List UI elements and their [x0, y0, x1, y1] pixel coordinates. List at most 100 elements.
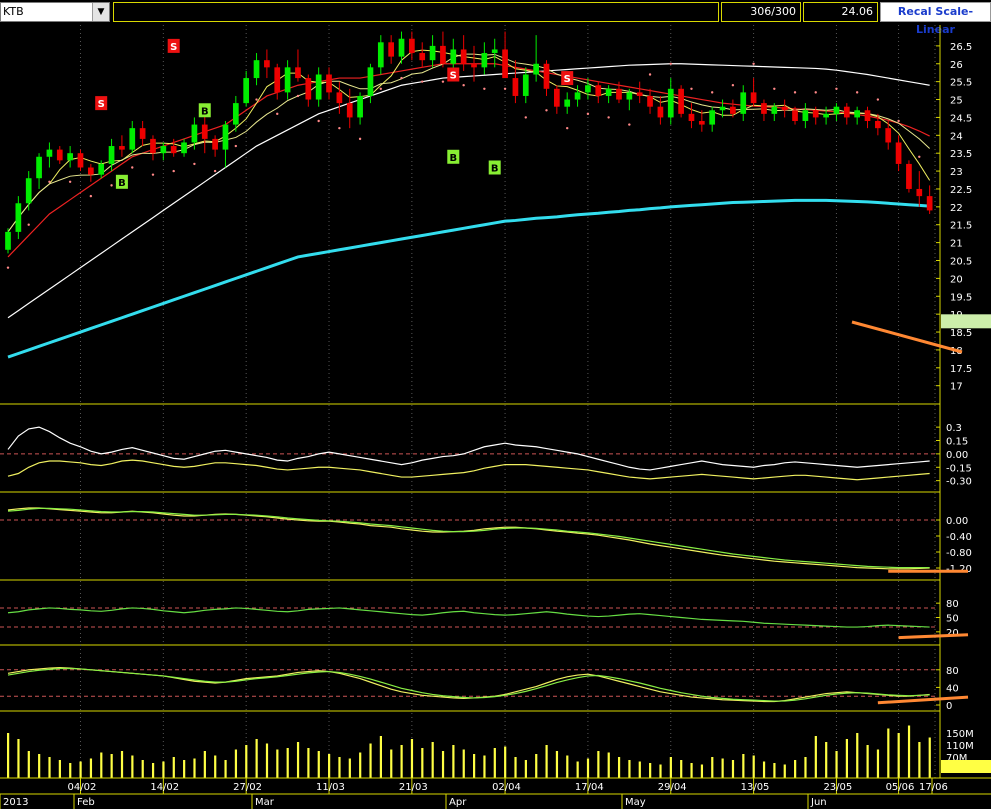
sar-dot: [255, 98, 258, 101]
volume-bar: [845, 739, 848, 778]
indicator-line: [7, 507, 930, 570]
candle-body: [730, 106, 736, 114]
sar-dot: [731, 84, 735, 87]
date-label: 29/04: [658, 782, 687, 793]
candle-body: [46, 149, 53, 157]
volume-bar: [814, 736, 817, 778]
candle-body: [243, 78, 250, 104]
candle-body: [377, 42, 384, 68]
candle-body: [274, 67, 281, 93]
candle-body: [315, 74, 322, 100]
candle-body: [419, 53, 426, 61]
sar-dot: [835, 87, 838, 91]
volume-bar: [897, 733, 900, 778]
candle-body: [481, 53, 488, 68]
indicator-tick-label: 0.15: [946, 437, 968, 448]
volume-bar: [514, 757, 517, 778]
volume-bar: [586, 758, 590, 778]
candle-body: [875, 121, 881, 129]
candle-body: [678, 88, 684, 114]
candle-body: [781, 106, 788, 111]
volume-bar: [680, 760, 683, 778]
candle-body: [647, 95, 653, 107]
date-label: 27/02: [233, 782, 262, 793]
sar-dot: [6, 266, 10, 269]
candle-body: [636, 92, 643, 96]
price-tick-label: 26.5: [950, 42, 972, 53]
volume-tick-label: 110M: [946, 741, 974, 752]
volume-bar: [835, 751, 838, 778]
volume-bar: [245, 745, 248, 778]
volume-bar: [794, 760, 797, 778]
month-label: Mar: [255, 797, 275, 808]
price-tick-label: 24.5: [950, 113, 972, 124]
buy-signal-marker: [115, 174, 128, 189]
price-tick-label: 20: [950, 274, 963, 285]
volume-bar: [48, 757, 51, 778]
candle-body: [232, 103, 239, 125]
candle-body: [388, 42, 395, 57]
candle-body: [201, 124, 208, 139]
candle-body: [667, 88, 674, 118]
candle-body: [398, 38, 405, 57]
candle-body: [87, 167, 94, 175]
volume-bar: [265, 743, 269, 778]
candle-body: [67, 153, 73, 161]
symbol-dropdown[interactable]: KTB ▼: [0, 2, 110, 22]
candle-body: [491, 49, 498, 54]
volume-bar: [203, 751, 206, 778]
volume-bar: [338, 757, 341, 778]
volume-bar: [462, 749, 465, 778]
volume-bar: [255, 739, 258, 778]
volume-bar: [773, 763, 776, 778]
candle-body: [906, 163, 912, 189]
month-label: 2013: [3, 797, 28, 808]
volume-bar: [721, 758, 724, 778]
signal-label: S: [170, 42, 177, 53]
sar-dot: [27, 223, 30, 226]
candle-body: [409, 38, 415, 54]
sar-dot: [358, 137, 362, 141]
divergence-trendline: [877, 695, 969, 705]
sar-dot: [814, 91, 817, 94]
volume-bar: [700, 764, 704, 778]
date-label: 21/03: [399, 782, 428, 793]
volume-bar: [762, 761, 766, 778]
sar-dot: [338, 126, 341, 130]
sar-dot: [566, 126, 569, 130]
indicator-tick-label: 80: [946, 666, 959, 677]
volume-bar: [566, 755, 569, 778]
volume-bar: [731, 760, 735, 778]
candle-body: [885, 128, 892, 143]
volume-bar: [296, 742, 300, 778]
price-tick-label: 21: [950, 239, 963, 250]
volume-bar: [441, 751, 445, 778]
short-moving-average-line: [7, 53, 930, 233]
volume-bar: [193, 758, 196, 778]
candle-body: [98, 163, 105, 175]
sar-dot: [421, 80, 424, 83]
volume-bar: [617, 757, 621, 778]
indicator-tick-label: 0.00: [946, 516, 968, 527]
symbol-value: KTB: [3, 5, 24, 18]
sar-dot: [48, 180, 51, 184]
candle-body: [429, 45, 436, 61]
volume-bar: [69, 763, 72, 778]
price-tick-label: 22: [950, 203, 963, 214]
candle-body: [626, 92, 633, 100]
chevron-down-icon[interactable]: ▼: [92, 3, 109, 21]
candle-body: [25, 178, 32, 204]
candle-body: [616, 88, 622, 100]
sar-dot: [586, 112, 590, 116]
candle-body: [460, 49, 467, 64]
price-tick-label: 24: [950, 131, 963, 142]
signal-label: S: [564, 74, 571, 85]
indicator-tick-label: -0.80: [946, 548, 972, 559]
sar-dot: [193, 162, 196, 166]
volume-bar: [825, 742, 828, 778]
candle-body: [502, 49, 508, 79]
buy-signal-marker: [447, 149, 460, 164]
candle-body: [698, 121, 705, 125]
candle-body: [181, 142, 187, 154]
